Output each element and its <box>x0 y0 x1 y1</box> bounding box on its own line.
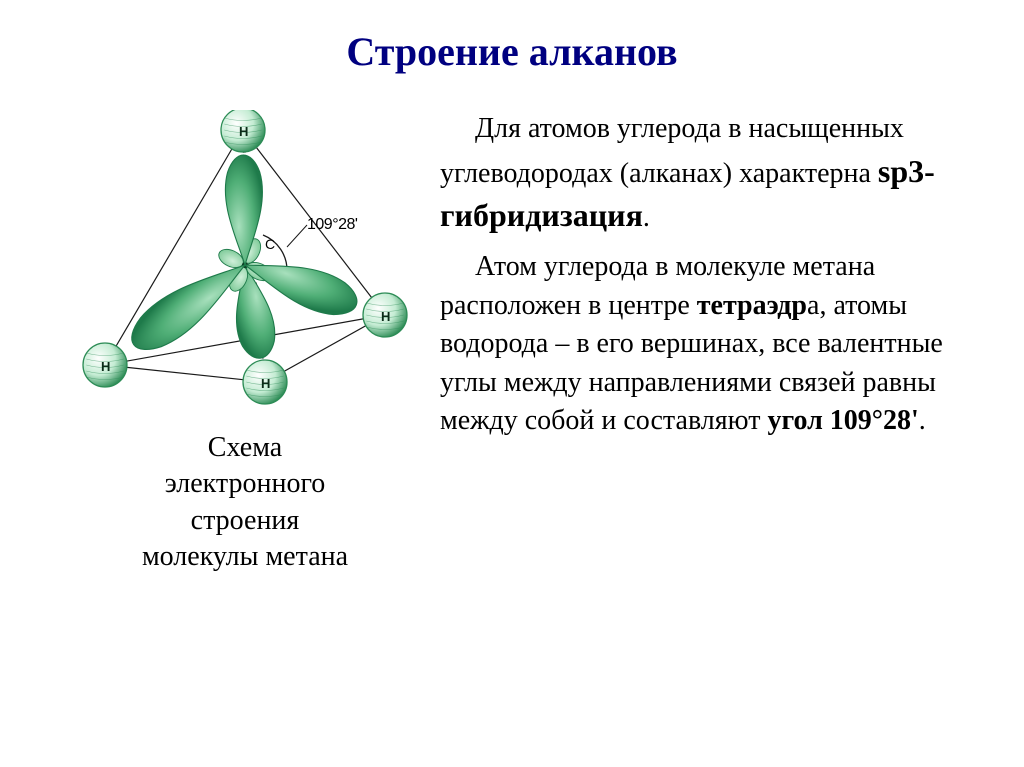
text: . <box>919 405 926 436</box>
content-row: H H H H 109°28' C Схема электронного строен… <box>60 110 964 576</box>
methane-svg: H H H H <box>75 110 415 410</box>
center-atom-label: C <box>265 236 275 252</box>
right-column: Для атомов углерода в насыщенных углевод… <box>430 110 964 451</box>
slide-page: Строение алканов H H H H 109°28' C Схема эл… <box>0 0 1024 767</box>
text: Для атомов углерода в насыщенных углевод… <box>440 113 904 189</box>
diagram-caption: Схема электронного строения молекулы мет… <box>142 430 348 576</box>
caption-line: молекулы метана <box>142 541 348 572</box>
svg-text:H: H <box>261 376 270 391</box>
bold-term: тетраэдр <box>697 290 807 321</box>
text: . <box>643 202 650 233</box>
svg-text:H: H <box>101 359 110 374</box>
caption-line: строения <box>191 505 300 536</box>
svg-text:H: H <box>239 124 248 139</box>
caption-line: Схема <box>208 432 282 463</box>
paragraph-1: Для атомов углерода в насыщенных углевод… <box>440 110 964 238</box>
svg-text:H: H <box>381 309 390 324</box>
methane-diagram: H H H H 109°28' C <box>75 110 415 410</box>
left-column: H H H H 109°28' C Схема электронного строен… <box>60 110 430 576</box>
page-title: Строение алканов <box>60 28 964 75</box>
paragraph-2: Атом углерода в молекуле метана располож… <box>440 248 964 441</box>
caption-line: электронного <box>165 468 325 499</box>
bold-term: угол 109°28' <box>767 405 918 436</box>
angle-label: 109°28' <box>307 216 357 234</box>
